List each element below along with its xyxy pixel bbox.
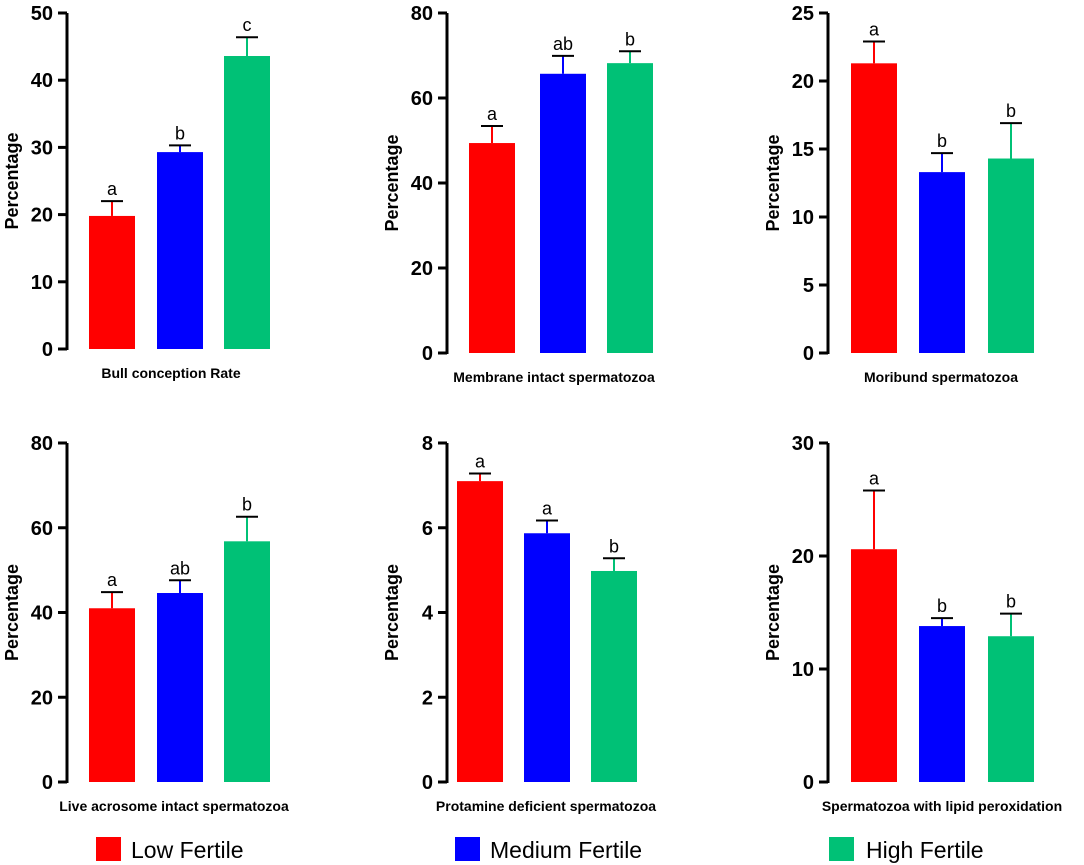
bar-medium-fertile: [524, 533, 570, 782]
chart-panel-live-acrosome-intact-spermatozoa: a ab b 0 20 40 60 80 Percentage Live acrosome int…: [2, 433, 289, 814]
bar-low-fertile: [851, 549, 897, 782]
significance-label-medium-fertile: b: [937, 131, 947, 151]
bar-medium-fertile: [919, 626, 965, 782]
y-axis-title: Percentage: [763, 134, 783, 231]
y-tick-label: 80: [411, 3, 433, 25]
bar-high-fertile: [988, 158, 1034, 353]
significance-label-low-fertile: a: [107, 570, 118, 590]
y-tick-label: 0: [422, 772, 433, 794]
significance-label-medium-fertile: b: [937, 596, 947, 616]
legend-item-high-fertile: High Fertile: [829, 837, 984, 863]
significance-label-medium-fertile: a: [542, 499, 553, 519]
y-axis-title: Percentage: [382, 134, 402, 231]
y-tick-label: 20: [792, 71, 814, 93]
legend-swatch-medium-fertile: [455, 837, 480, 861]
bar-high-fertile: [224, 56, 270, 350]
significance-label-high-fertile: c: [243, 15, 252, 35]
bar-high-fertile: [224, 541, 270, 782]
legend-item-low-fertile: Low Fertile: [96, 837, 243, 863]
y-tick-label: 80: [31, 433, 53, 455]
x-axis-label: Spermatozoa with lipid peroxidation: [822, 798, 1062, 814]
y-axis-title: Percentage: [763, 564, 783, 661]
bar-high-fertile: [591, 570, 637, 782]
significance-label-low-fertile: a: [869, 20, 880, 40]
bar-low-fertile: [89, 215, 135, 349]
y-tick-label: 50: [31, 3, 53, 25]
bar-medium-fertile: [157, 152, 203, 349]
bar-low-fertile: [469, 143, 515, 353]
x-axis-label: Protamine deficient spermatozoa: [436, 798, 656, 814]
y-tick-label: 60: [411, 88, 433, 110]
x-axis-label: Membrane intact spermatozoa: [453, 369, 655, 385]
y-tick-label: 40: [411, 173, 433, 195]
y-tick-label: 20: [411, 258, 433, 280]
y-tick-label: 10: [792, 207, 814, 229]
y-axis-title: Percentage: [2, 564, 22, 661]
chart-panel-spermatozoa-with-lipid-peroxidation: a b b 0 10 20 30 Percentage Spermatozoa with lip…: [763, 433, 1062, 814]
legend-swatch-low-fertile: [96, 837, 121, 861]
y-tick-label: 30: [31, 137, 53, 159]
y-tick-label: 8: [422, 433, 433, 455]
x-axis-label: Moribund spermatozoa: [864, 369, 1018, 385]
y-tick-label: 6: [422, 518, 433, 540]
y-tick-label: 0: [422, 343, 433, 365]
y-tick-label: 15: [792, 139, 814, 161]
bar-medium-fertile: [540, 73, 586, 354]
y-tick-label: 20: [792, 546, 814, 568]
y-tick-label: 10: [792, 659, 814, 681]
x-axis-label: Live acrosome intact spermatozoa: [59, 798, 289, 814]
legend-label-low-fertile: Low Fertile: [131, 837, 243, 863]
y-tick-label: 0: [803, 343, 814, 365]
significance-label-low-fertile: a: [107, 179, 118, 199]
y-tick-label: 10: [31, 272, 53, 294]
y-tick-label: 40: [31, 603, 53, 625]
chart-panel-protamine-deficient-spermatozoa: a a b 0 2 4 6 8 Percentage Protamine deficient sp…: [382, 433, 656, 814]
significance-label-high-fertile: b: [242, 495, 252, 515]
bar-low-fertile: [851, 63, 897, 353]
legend-swatch-high-fertile: [829, 837, 854, 861]
legend-label-medium-fertile: Medium Fertile: [490, 837, 642, 863]
chart-panel-bull-conception-rate: a b c 0 10 20 30 40 50 Percentage Bull conception …: [2, 3, 270, 381]
legend-item-medium-fertile: Medium Fertile: [455, 837, 642, 863]
y-axis-title: Percentage: [2, 132, 22, 229]
y-tick-label: 0: [42, 339, 53, 361]
bar-high-fertile: [607, 63, 653, 354]
y-tick-label: 40: [31, 70, 53, 92]
y-tick-label: 60: [31, 518, 53, 540]
chart-panel-membrane-intact-spermatozoa: a ab b 0 20 40 60 80 Percentage Membrane intact s…: [382, 3, 655, 385]
chart-panel-moribund-spermatozoa: a b b 0 5 10 15 20 25 Percentage Moribund spermato…: [763, 3, 1034, 385]
significance-label-medium-fertile: ab: [170, 558, 190, 578]
y-tick-label: 0: [42, 772, 53, 794]
significance-label-high-fertile: b: [1006, 101, 1016, 121]
bar-high-fertile: [988, 636, 1034, 782]
significance-label-high-fertile: b: [625, 29, 635, 49]
significance-label-low-fertile: a: [475, 452, 486, 472]
y-axis-title: Percentage: [382, 564, 402, 661]
y-tick-label: 5: [803, 275, 814, 297]
x-axis-label: Bull conception Rate: [101, 365, 240, 381]
bar-medium-fertile: [919, 172, 965, 353]
y-tick-label: 30: [792, 433, 814, 455]
significance-label-high-fertile: b: [609, 536, 619, 556]
y-tick-label: 20: [31, 687, 53, 709]
significance-label-low-fertile: a: [487, 104, 498, 124]
bar-medium-fertile: [157, 593, 203, 782]
legend-label-high-fertile: High Fertile: [866, 837, 984, 863]
significance-label-medium-fertile: ab: [553, 34, 573, 54]
significance-label-low-fertile: a: [869, 468, 880, 488]
significance-label-medium-fertile: b: [175, 123, 185, 143]
bar-low-fertile: [89, 608, 135, 782]
significance-label-high-fertile: b: [1006, 592, 1016, 612]
y-tick-label: 2: [422, 687, 433, 709]
y-tick-label: 25: [792, 3, 814, 25]
y-tick-label: 20: [31, 205, 53, 227]
bar-low-fertile: [457, 481, 503, 782]
legend: Low Fertile Medium Fertile High Fertile: [96, 837, 984, 863]
y-tick-label: 0: [803, 772, 814, 794]
y-tick-label: 4: [422, 603, 434, 625]
